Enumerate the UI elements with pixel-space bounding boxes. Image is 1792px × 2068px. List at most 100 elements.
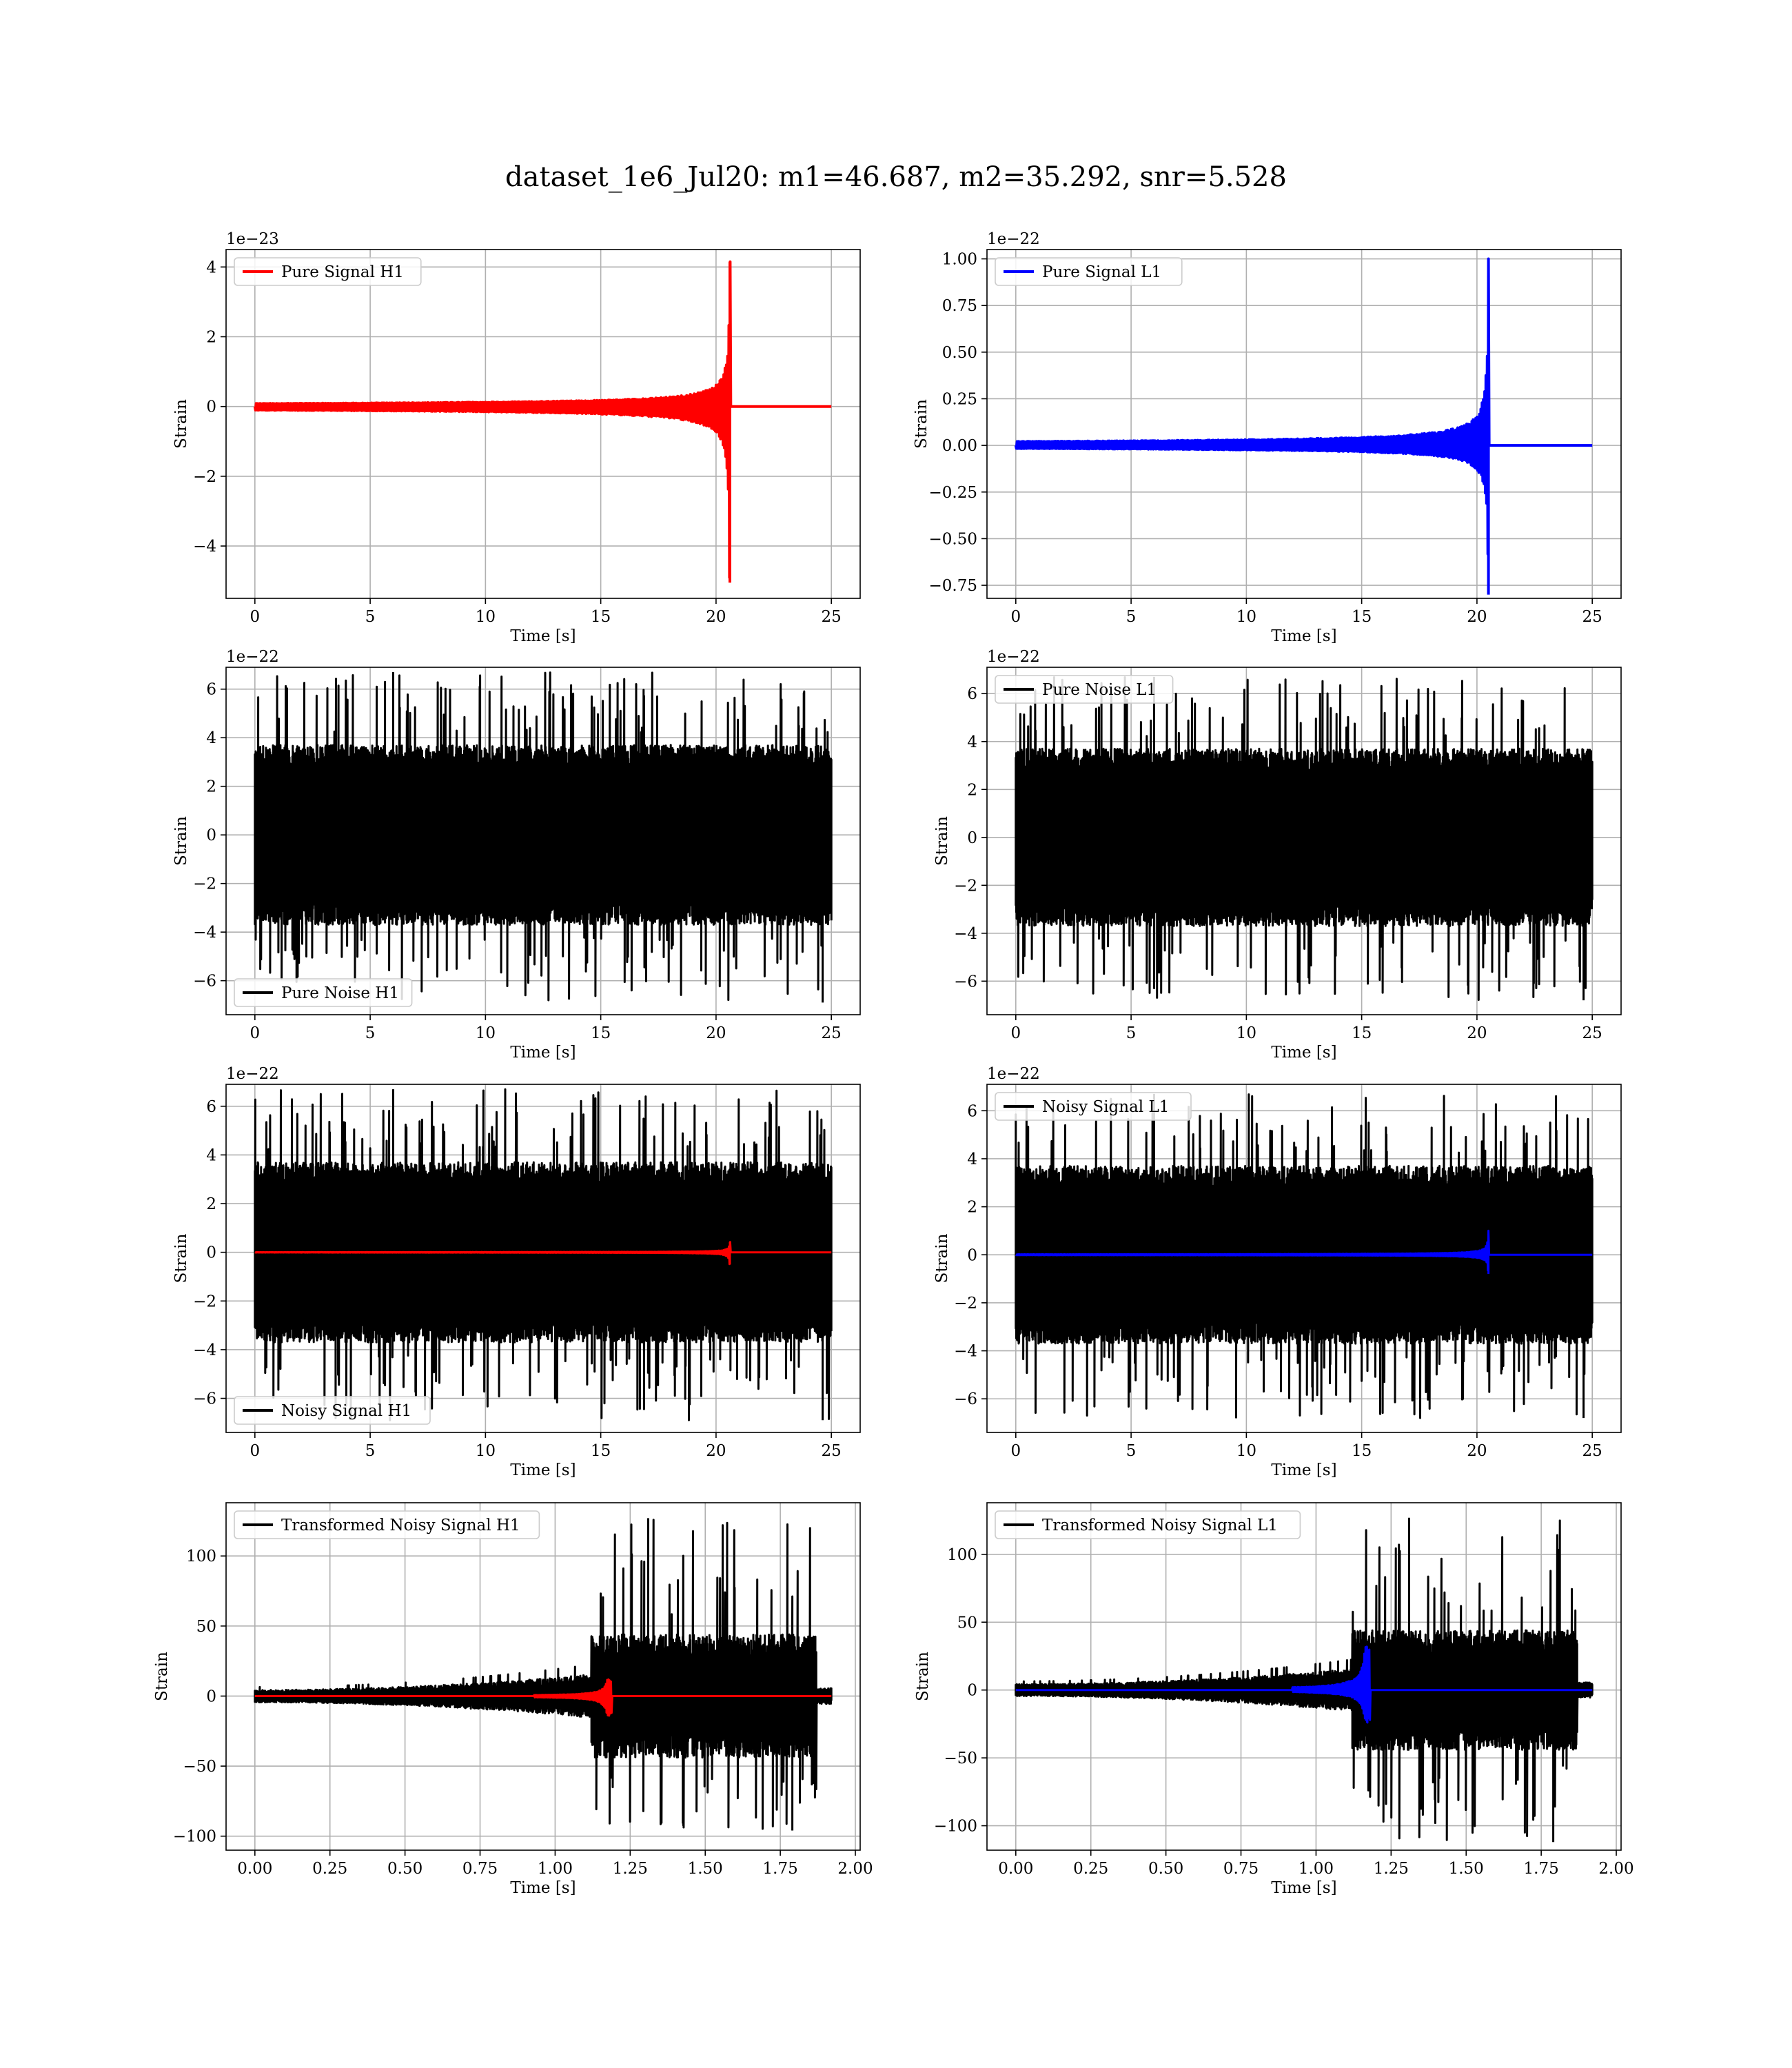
legend-box	[234, 257, 422, 286]
y-tick-label: 4	[967, 733, 977, 751]
axis-offset-label: 1e−22	[987, 1065, 1040, 1083]
x-tick-label: 1.75	[763, 1860, 798, 1878]
x-tick-label: 5	[1126, 608, 1137, 626]
legend: Transformed Noisy Signal L1	[995, 1510, 1301, 1539]
x-tick-label: 2.00	[1598, 1860, 1633, 1878]
y-tick-label: 1.00	[942, 251, 977, 269]
axes-frame	[225, 1084, 861, 1433]
x-tick-label: 20	[706, 608, 726, 626]
y-tick-label: 0	[206, 827, 216, 844]
figure-title: dataset_1e6_Jul20: m1=46.687, m2=35.292,…	[505, 161, 1287, 193]
x-tick-label: 0.75	[462, 1860, 498, 1878]
legend-entry: Pure Noise L1	[1042, 681, 1157, 699]
y-tick-label: 0.75	[942, 297, 977, 315]
x-tick-label: 0.25	[1073, 1860, 1108, 1878]
x-tick-label: 10	[476, 1442, 496, 1460]
x-tick-label: 25	[822, 608, 842, 626]
y-tick-label: −0.25	[929, 484, 977, 502]
series-line-pure-signal-h1	[253, 260, 833, 583]
x-tick-label: 20	[706, 1442, 726, 1460]
y-tick-label: 6	[206, 1098, 216, 1116]
x-tick-label: 0.50	[387, 1860, 422, 1878]
x-axis-label: Time [s]	[1271, 1879, 1336, 1897]
y-tick-label: −4	[954, 925, 977, 943]
x-tick-label: 0.25	[312, 1860, 347, 1878]
x-axis-label: Time [s]	[510, 627, 576, 645]
series-line-transformed-l1-overlay	[1015, 1645, 1593, 1724]
x-tick-label: 5	[1126, 1442, 1137, 1460]
x-tick-label: 25	[1582, 1442, 1602, 1460]
y-tick-label: −2	[954, 877, 977, 895]
y-tick-label: 2	[206, 1195, 216, 1213]
x-tick-label: 0	[1010, 608, 1021, 626]
y-tick-label: 0.00	[942, 437, 977, 455]
x-tick-label: 20	[1467, 1024, 1487, 1042]
y-axis-label: Strain	[172, 816, 190, 866]
x-tick-label: 10	[1236, 1442, 1256, 1460]
x-tick-label: 1.50	[1449, 1860, 1484, 1878]
legend-box	[995, 675, 1174, 704]
y-tick-label: −0.75	[929, 577, 977, 595]
subplot-pure-noise-h1: 0 5 10 15 20 25 −6 −4 −2 0 2 4 6 Time [s] Strain 1e−22 P…	[172, 648, 861, 1062]
y-tick-label: 0	[967, 1682, 977, 1700]
legend-entry: Noisy Signal L1	[1042, 1098, 1169, 1116]
legend-entry: Noisy Signal H1	[281, 1402, 411, 1420]
legend: Pure Signal L1	[995, 257, 1183, 286]
y-axis-label: Strain	[172, 399, 190, 449]
series-line-transformed-h1-overlay	[254, 1678, 832, 1717]
x-tick-label: 25	[822, 1024, 842, 1042]
x-tick-label: 0	[250, 1024, 260, 1042]
y-tick-label: −4	[193, 538, 216, 556]
x-axis-label: Time [s]	[510, 1879, 576, 1897]
legend: Transformed Noisy Signal H1	[234, 1510, 540, 1539]
x-tick-label: 15	[591, 608, 611, 626]
legend-box	[995, 257, 1183, 286]
legend-entry: Transformed Noisy Signal H1	[281, 1517, 520, 1534]
y-tick-label: −2	[193, 1292, 216, 1310]
y-tick-label: 0	[967, 829, 977, 847]
legend-box	[234, 978, 413, 1007]
subplot-transformed-l1: 0.00 0.25 0.50 0.75 1.00 1.25 1.50 1.75 2.00 −100…	[914, 1502, 1634, 1897]
axis-offset-label: 1e−23	[226, 230, 279, 248]
y-tick-label: −4	[954, 1343, 977, 1361]
y-tick-label: 50	[957, 1614, 977, 1632]
x-tick-label: 5	[365, 1442, 376, 1460]
x-tick-label: 15	[1352, 608, 1372, 626]
x-tick-label: 1.00	[538, 1860, 573, 1878]
x-tick-label: 0	[250, 1442, 260, 1460]
x-axis-label: Time [s]	[510, 1044, 576, 1062]
legend-box	[995, 1510, 1301, 1539]
x-tick-label: 0	[1010, 1442, 1021, 1460]
y-tick-label: −6	[954, 1390, 977, 1408]
x-tick-label: 10	[476, 1024, 496, 1042]
y-tick-label: 0	[206, 398, 216, 416]
y-tick-label: −6	[954, 973, 977, 991]
y-tick-label: 6	[206, 681, 216, 699]
axes-frame	[986, 249, 1622, 599]
y-tick-label: 4	[206, 258, 216, 276]
y-tick-label: −100	[173, 1828, 216, 1846]
x-tick-label: 1.25	[1374, 1860, 1409, 1878]
legend-box	[995, 1092, 1192, 1121]
y-tick-label: 4	[206, 729, 216, 747]
legend-box	[234, 1510, 540, 1539]
x-tick-label: 0	[1010, 1024, 1021, 1042]
y-tick-label: −2	[193, 875, 216, 893]
subplot-pure-signal-h1: 0 5 10 15 20 25 −4 −2 0 2 4 Time [s] Strain 1e−23Pure…	[172, 230, 861, 645]
y-tick-label: 0.50	[942, 344, 977, 362]
axes-frame	[225, 249, 861, 599]
y-tick-label: 6	[967, 685, 977, 703]
y-tick-label: −0.50	[929, 530, 977, 548]
x-tick-label: 25	[822, 1442, 842, 1460]
x-tick-label: 20	[706, 1024, 726, 1042]
y-tick-label: 50	[196, 1618, 216, 1636]
legend-entry: Transformed Noisy Signal L1	[1042, 1517, 1278, 1534]
y-tick-label: 6	[967, 1102, 977, 1120]
axes-frame	[225, 1502, 861, 1851]
x-tick-label: 0.50	[1148, 1860, 1183, 1878]
series-line-transformed-noisy-signal-l1	[1015, 1517, 1594, 1843]
x-tick-label: 5	[365, 1024, 376, 1042]
axes-frame	[225, 667, 861, 1015]
y-tick-label: −4	[193, 1341, 216, 1359]
